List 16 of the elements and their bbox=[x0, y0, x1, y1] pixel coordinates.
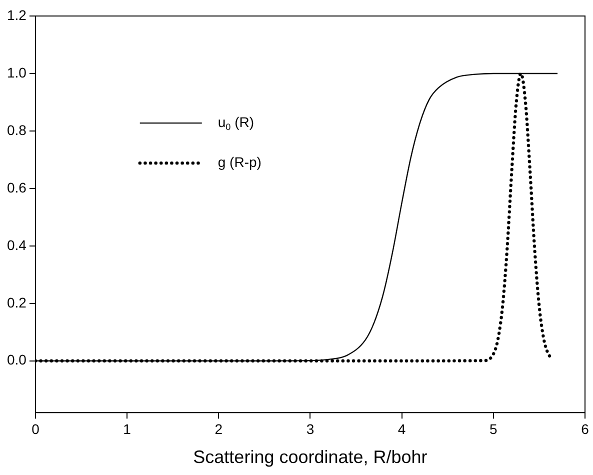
y-tick-label: 0.8 bbox=[6, 122, 27, 138]
x-axis-title: Scattering coordinate, R/bohr bbox=[193, 447, 428, 468]
x-tick-label: 2 bbox=[214, 420, 223, 437]
x-tick-label: 6 bbox=[581, 420, 590, 437]
x-tick-label: 1 bbox=[123, 420, 132, 437]
x-tick-label: 4 bbox=[398, 420, 406, 437]
x-tick-label: 3 bbox=[306, 420, 314, 437]
y-tick-label: 0.2 bbox=[6, 294, 27, 310]
y-tick-label: 1.0 bbox=[6, 64, 27, 80]
y-tick-label: 0.0 bbox=[6, 352, 27, 368]
legend-label: g (R-p) bbox=[218, 154, 262, 170]
y-tick-label: 1.2 bbox=[6, 6, 27, 23]
y-tick-label: 0.6 bbox=[6, 179, 27, 196]
x-tick-label: 5 bbox=[490, 420, 498, 437]
x-tick-label: 0 bbox=[32, 420, 40, 437]
y-tick-label: 0.4 bbox=[6, 236, 27, 253]
